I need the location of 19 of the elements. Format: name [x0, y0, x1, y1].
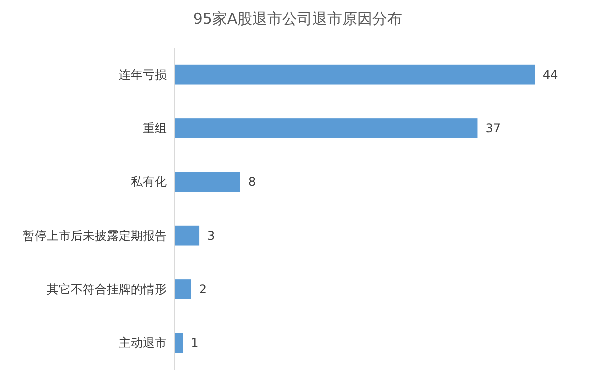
data-label: 2 — [199, 282, 208, 296]
y-tick-label: 重组 — [143, 122, 167, 136]
y-tick-label: 其它不符合挂牌的情形 — [47, 282, 167, 296]
data-label: 37 — [486, 122, 502, 136]
y-tick-label: 主动退市 — [119, 336, 167, 350]
data-label: 1 — [191, 336, 199, 350]
bar — [175, 226, 200, 246]
bar — [175, 172, 240, 192]
chart-title: 95家A股退市公司退市原因分布 — [193, 10, 403, 28]
data-label: 44 — [543, 68, 558, 82]
bar — [175, 118, 478, 138]
bar — [175, 64, 535, 85]
y-tick-label: 暂停上市后未披露定期报告 — [23, 228, 167, 243]
bar — [175, 333, 184, 354]
data-label: 8 — [248, 175, 256, 190]
y-tick-label: 连年亏损 — [119, 68, 167, 82]
y-tick-label: 私有化 — [131, 175, 167, 190]
data-label: 3 — [208, 228, 216, 243]
bar — [175, 280, 192, 300]
